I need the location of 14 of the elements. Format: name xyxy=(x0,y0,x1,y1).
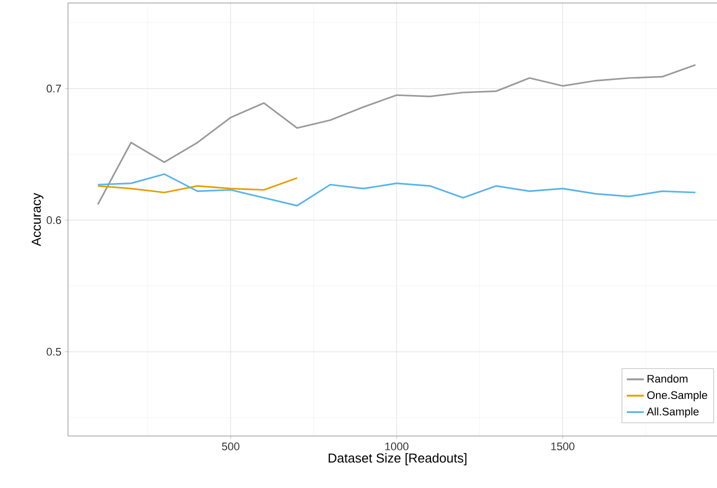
line-series xyxy=(97,64,696,206)
line-series xyxy=(97,173,696,206)
x-tick-label: 1000 xyxy=(385,442,408,450)
legend-label: Random xyxy=(648,374,688,383)
x-tick-label: 500 xyxy=(222,442,240,450)
y-tick-label: 0.6 xyxy=(46,216,62,224)
x-tick-label: 1500 xyxy=(551,442,574,450)
x-axis-title: Dataset Size [Readouts] xyxy=(328,453,466,466)
legend-label: One.Sample xyxy=(647,390,708,402)
legend-label: All.Sample xyxy=(646,407,699,418)
line-series xyxy=(97,177,298,194)
y-tick-label: 0.5 xyxy=(46,348,62,356)
y-axis-title: Accuracy xyxy=(32,192,44,246)
y-tick-label: 0.7 xyxy=(46,84,61,92)
